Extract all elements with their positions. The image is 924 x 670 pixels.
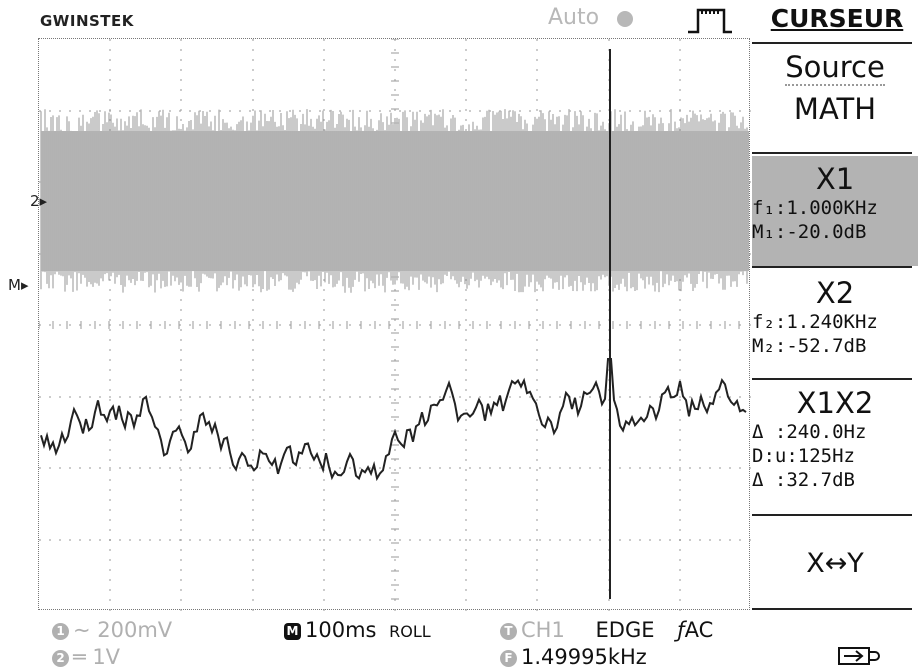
timebase-readout: M 100ms ROLL [284,618,431,642]
source-value: MATH [793,92,877,126]
frequency-per-div: D:u:125Hz [752,445,855,467]
delta-magnitude: Δ :32.7dB [752,469,855,491]
waveform-canvas [39,39,751,611]
ch2-badge-icon: 2 [52,650,69,667]
brand-logo: GWINSTEK [40,12,134,30]
cursor-menu: CURSEUR Source MATH X1 f₁:1.000KHz M₁:-2… [752,0,924,610]
frequency-readout: F 1.49995kHz [500,645,647,669]
math-offset-marker: M▸ [8,276,29,294]
ch1-scale-readout: 1 ∼ 200mV [52,618,172,642]
frequency-badge-icon: F [500,650,517,667]
xy-swap-label: X↔Y [806,548,864,579]
waveform-display[interactable] [38,38,751,611]
x1-cursor-button[interactable]: X1 f₁:1.000KHz M₁:-20.0dB [752,156,918,266]
x1x2-label: X1X2 [796,386,874,420]
ch2-scale-readout: 2 ═ 1V [52,645,120,669]
source-label: Source [785,50,885,84]
trigger-badge-icon: T [500,623,517,640]
menu-divider [752,266,912,268]
trigger-type: EDGE [595,618,655,642]
usb-icon [838,647,880,665]
x2-frequency: f₂:1.240KHz [752,311,878,333]
trigger-readout: T CH1 EDGE ƒAC [500,618,713,642]
roll-acquire-icon [688,8,732,34]
frequency-value: 1.49995kHz [521,645,647,669]
trigger-mode-label: Auto [548,5,600,30]
menu-divider [752,378,912,380]
timebase-badge-icon: M [284,623,301,640]
source-divider [785,84,885,86]
ch1-scale: ∼ 200mV [73,618,173,642]
timebase-mode: ROLL [389,622,431,641]
menu-divider [752,42,912,44]
x2-cursor-button[interactable]: X2 f₂:1.240KHz M₂:-52.7dB [752,272,918,378]
run-dot-icon [617,11,633,27]
menu-divider [752,514,912,516]
x1-label: X1 [815,162,855,196]
trigger-source: CH1 [521,618,565,642]
x1x2-cursor-button[interactable]: X1X2 Δ :240.0Hz D:u:125Hz Δ :32.7dB [752,384,918,510]
timebase-value: 100ms [305,618,377,642]
menu-title: CURSEUR [770,4,904,33]
fft-trace [40,358,747,482]
x2-magnitude: M₂:-52.7dB [752,335,867,357]
math-noise-band [40,109,749,293]
delta-frequency: Δ :240.0Hz [752,421,867,443]
x1-magnitude: M₁:-20.0dB [752,221,867,243]
x2-label: X2 [815,276,855,310]
xy-swap-button[interactable]: X↔Y [752,548,918,598]
menu-divider [752,152,912,154]
math-channel-marker: 2▸ [30,192,48,210]
ch2-scale: ═ 1V [73,645,121,669]
ch1-badge-icon: 1 [52,623,69,640]
source-button[interactable]: Source MATH [752,50,918,150]
menu-divider [752,608,912,610]
trigger-slope-icon: ƒ [677,618,685,642]
trigger-coupling: AC [684,618,714,642]
x1-frequency: f₁:1.000KHz [752,197,878,219]
